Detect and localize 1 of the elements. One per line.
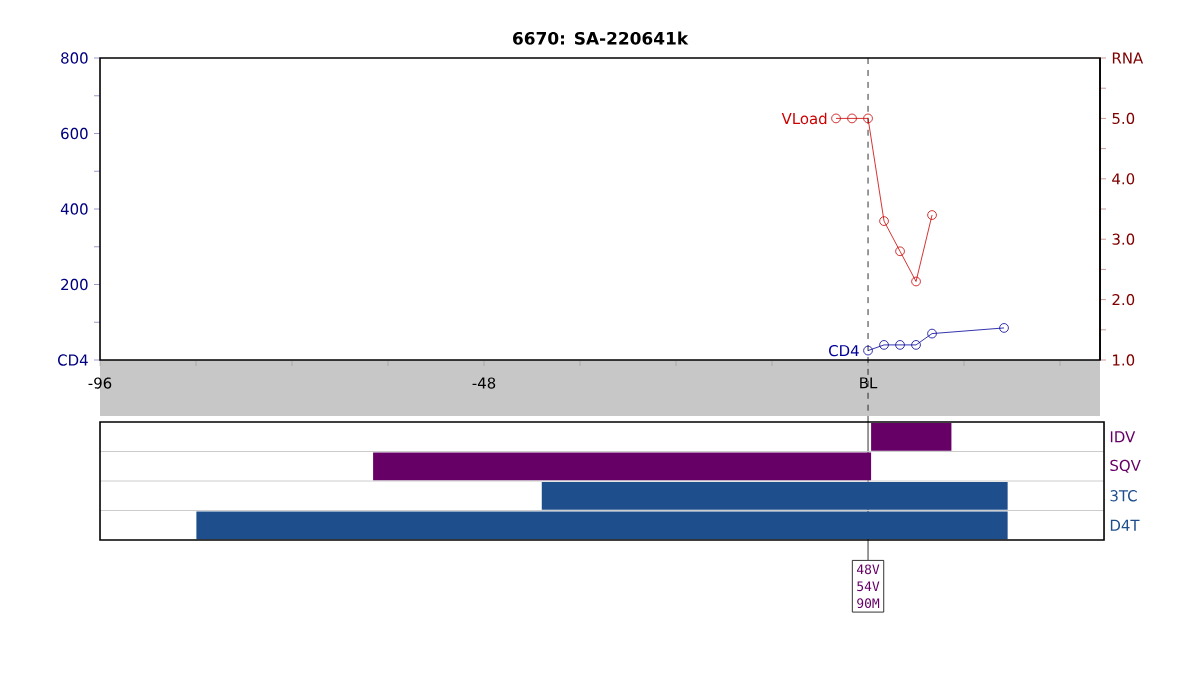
chart-title: 6670: SA-220641k <box>513 31 689 45</box>
